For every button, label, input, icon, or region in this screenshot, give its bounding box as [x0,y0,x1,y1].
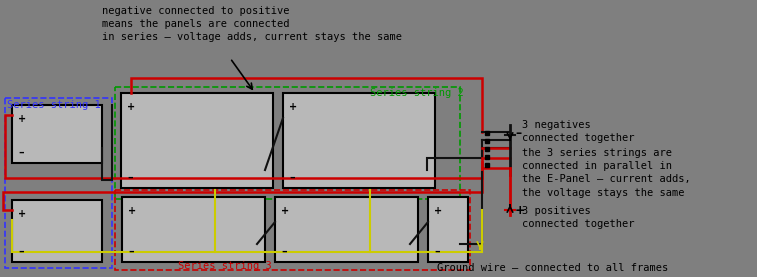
Text: 3 positives
connected together: 3 positives connected together [522,206,634,229]
Text: +: + [515,204,525,217]
Text: +: + [18,114,26,124]
Text: –: – [18,247,23,257]
Text: +: + [127,102,136,112]
Bar [275,197,418,262]
Text: Series string 3: Series string 3 [178,261,272,271]
Bar [5,98,112,268]
Bar [121,93,273,188]
Text: Series string 2: Series string 2 [370,88,464,98]
Bar [12,105,102,163]
Text: –: – [128,247,134,257]
Text: Ground wire – connected to all frames: Ground wire – connected to all frames [437,263,668,273]
Bar [283,93,435,188]
Text: 3 negatives
connected together: 3 negatives connected together [522,120,634,143]
Text: +: + [18,209,26,219]
Text: –: – [434,247,440,257]
Text: +: + [281,206,289,216]
Bar [122,197,265,262]
Bar [115,87,460,199]
Text: the 3 series strings are
connected in parallel in
the E-Panel – current adds,
th: the 3 series strings are connected in pa… [522,148,690,198]
Bar [115,190,470,270]
Bar [12,200,102,262]
Text: –: – [127,173,132,183]
Text: negative connected to positive
means the panels are connected
in series – voltag: negative connected to positive means the… [102,6,402,42]
Text: +: + [289,102,298,112]
Text: Series string 1: Series string 1 [7,100,101,110]
Text: –: – [18,148,23,158]
Bar [428,197,468,262]
Text: –: – [289,173,294,183]
Text: –: – [281,247,287,257]
Text: +: + [128,206,136,216]
Text: +: + [434,206,442,216]
Text: –: – [515,127,521,140]
